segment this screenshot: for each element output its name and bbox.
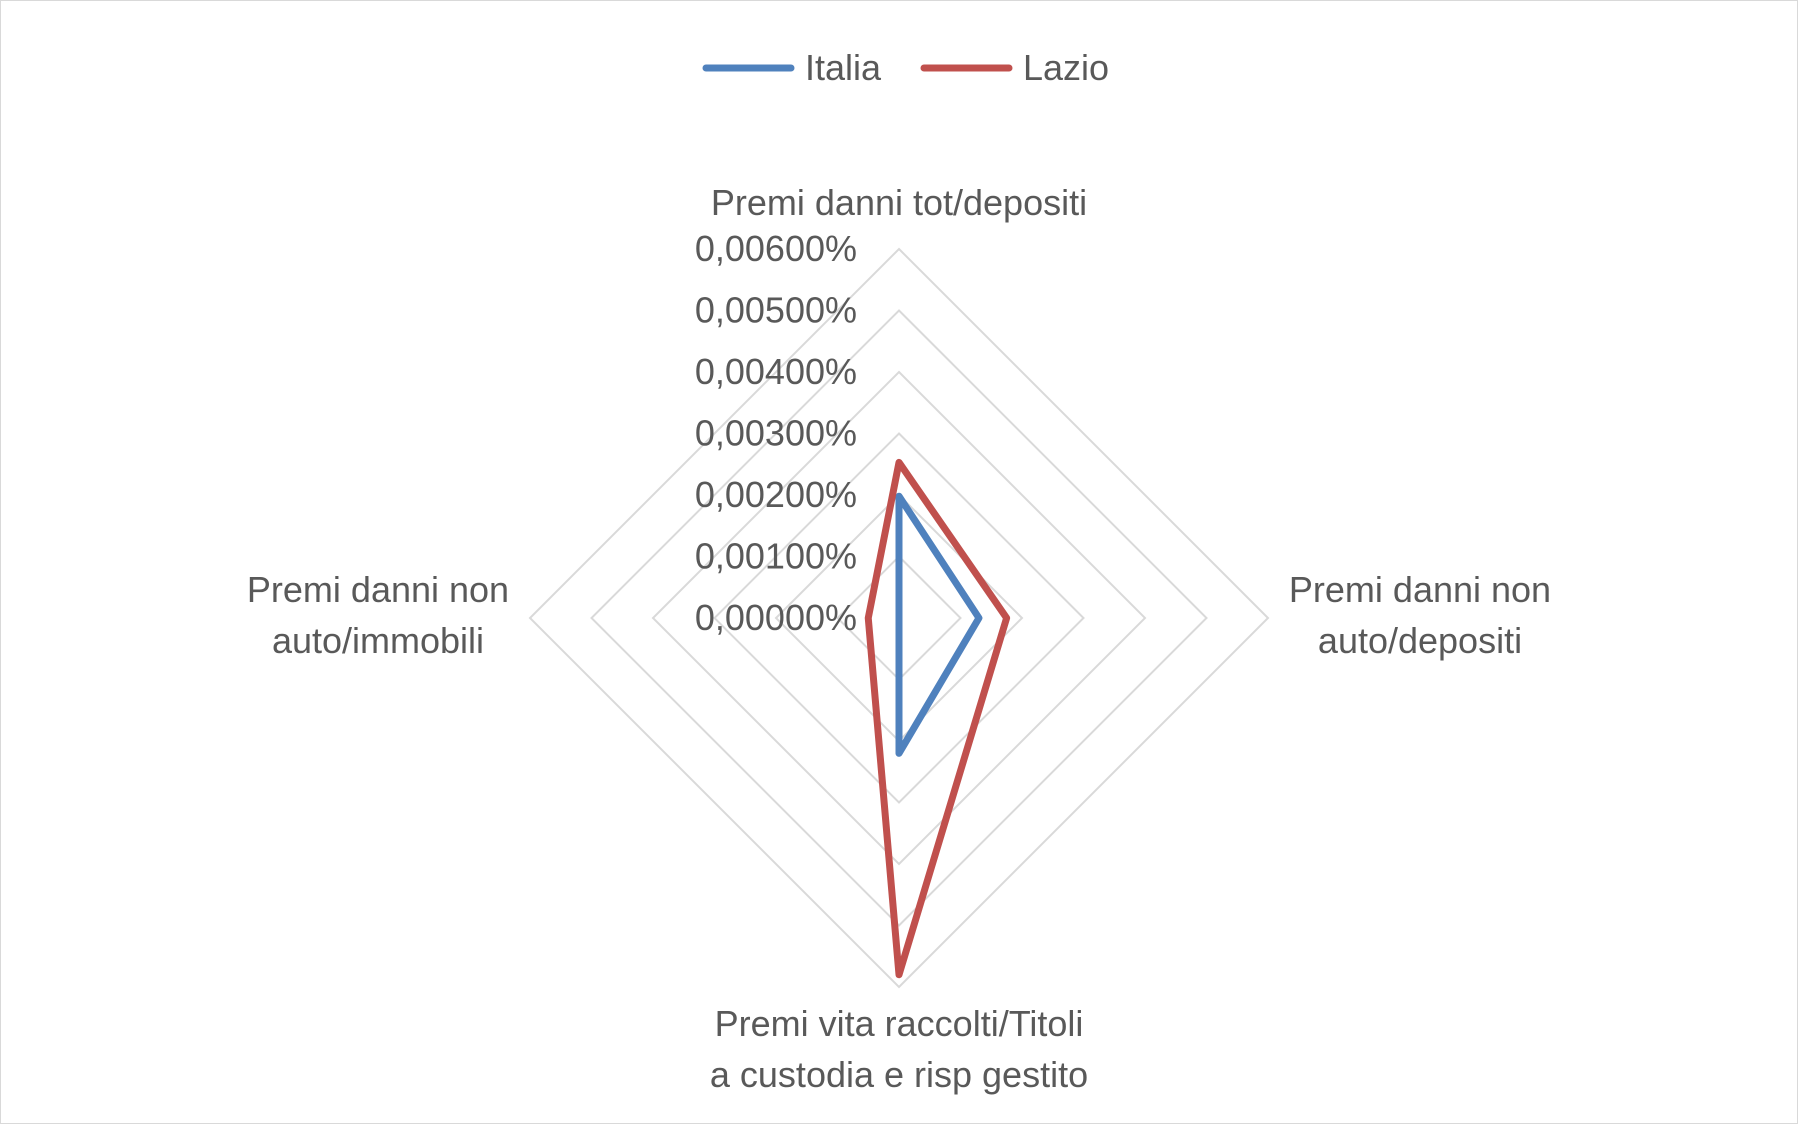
tick-label: 0,00200% [695, 474, 857, 515]
tick-label: 0,00000% [695, 597, 857, 638]
series-line-italia [895, 492, 983, 757]
grid-ring-6 [528, 247, 1270, 989]
legend-label-italia: Italia [805, 47, 882, 88]
tick-label: 0,00600% [695, 228, 857, 269]
category-labels: Premi danni tot/depositi Premi danni non a… [247, 182, 1551, 1095]
grid-ring-5 [590, 309, 1208, 927]
grid-ring-4 [651, 370, 1147, 866]
legend: Italia Lazio [702, 47, 1109, 88]
category-label-1: Premi danni tot/depositi [711, 182, 1087, 223]
legend-label-lazio: Lazio [1023, 47, 1109, 88]
category-label-4: Premi danni non auto/immobili [247, 569, 509, 661]
category-label-2: Premi danni non auto/depositi [1289, 569, 1551, 661]
tick-label: 0,00300% [695, 413, 857, 454]
series-line-lazio [864, 458, 1011, 979]
tick-label: 0,00400% [695, 351, 857, 392]
grid-ring-3 [713, 432, 1085, 804]
radial-tick-labels: 0,00000% 0,00100% 0,00200% 0,00300% 0,00400%… [695, 228, 857, 638]
tick-label: 0,00100% [695, 536, 857, 577]
radar-series [864, 458, 1011, 979]
category-label-3: Premi vita raccolti/Titoli a custodia e r… [710, 1003, 1088, 1095]
tick-label: 0,00500% [695, 290, 857, 331]
